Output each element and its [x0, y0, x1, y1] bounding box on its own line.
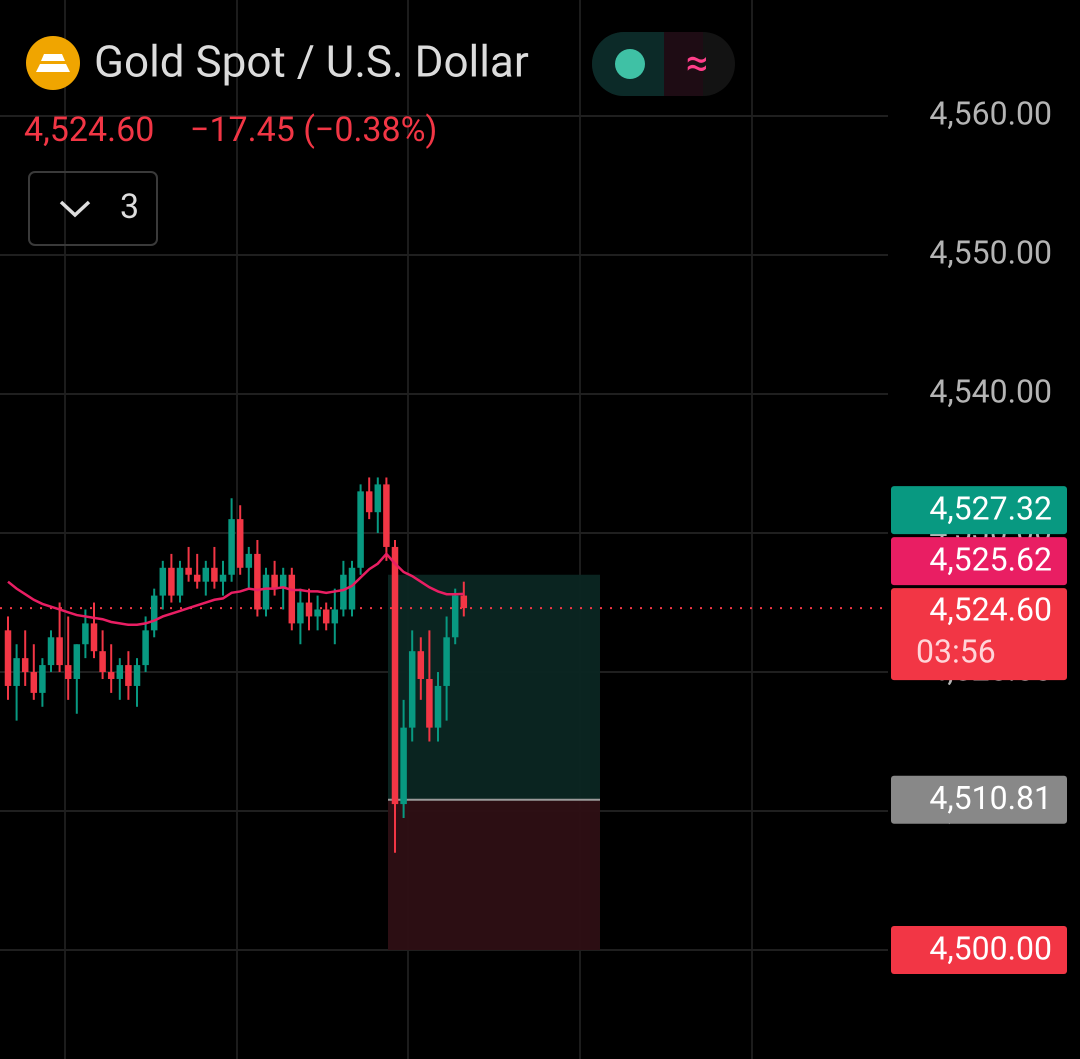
candle-body [357, 491, 364, 568]
candle-body [451, 595, 459, 638]
candle-body [21, 658, 29, 673]
candle-body [245, 553, 253, 568]
candle-body [262, 574, 270, 610]
candle-body [185, 567, 192, 575]
candle-body [107, 672, 115, 679]
last-price-badge [891, 588, 1067, 681]
candle-body [331, 609, 339, 624]
y-tick-label: 4,560.00 [929, 95, 1052, 133]
candle-body [30, 672, 38, 693]
ema-line [7, 552, 464, 627]
last-price: 4,524.60 [24, 110, 154, 150]
candle-body [99, 651, 106, 673]
candle-body [365, 491, 373, 513]
title: Gold Spot / U.S. Dollar [94, 36, 529, 88]
change: −17.45 (−0.38%) [190, 110, 437, 150]
price-badge [891, 537, 1067, 586]
candle-body [150, 595, 158, 631]
candle-body [254, 553, 261, 610]
candle-body [82, 623, 89, 645]
candle-body [4, 630, 12, 686]
candle-body [417, 651, 425, 679]
candle-body [133, 665, 141, 686]
profit-zone [388, 574, 600, 800]
price-badge-label: 4,510.81 [929, 779, 1052, 817]
candle-body [159, 567, 167, 596]
candle-body [142, 630, 149, 666]
candle-body [56, 637, 63, 666]
candle-body [39, 665, 46, 693]
candle-body [408, 651, 416, 728]
loss-zone [388, 799, 600, 951]
candle-body [443, 637, 450, 686]
price-badge [891, 486, 1067, 535]
price-badge-label: 4,525.62 [929, 541, 1052, 579]
candle-body [348, 567, 356, 610]
gold-bars [36, 54, 70, 72]
price-badge-label: 4,500.00 [929, 929, 1052, 967]
candle-body [211, 567, 218, 582]
candle-body [125, 665, 132, 686]
approx-icon: ≈ [686, 40, 709, 87]
chevron [59, 200, 91, 218]
overlay: Gold Spot / U.S. Dollar ≈ 4,524.60 −17.4… [24, 32, 735, 246]
price-badge [891, 926, 1067, 975]
candle-body [116, 665, 124, 679]
candle-body [236, 519, 244, 568]
status-dot [615, 49, 645, 79]
candle-body [219, 574, 227, 582]
indicators-button[interactable] [28, 171, 158, 246]
candle-body [340, 574, 347, 610]
candle-body [279, 574, 287, 589]
y-tick-label: 4,540.00 [929, 373, 1052, 411]
candle-body [460, 595, 468, 609]
price-badge-label: 4,527.32 [929, 490, 1052, 528]
candle-body [400, 727, 407, 805]
candle-body [73, 644, 81, 679]
candle-body [314, 609, 321, 617]
candle-body [271, 574, 278, 589]
candle-body [374, 484, 382, 513]
gold-icon [26, 36, 80, 90]
candle-body [391, 546, 399, 805]
candle-body [434, 685, 442, 728]
candle-body [322, 609, 330, 624]
candle-body [228, 519, 235, 575]
candle-body [288, 574, 296, 624]
candle-body [47, 637, 55, 666]
indicator-count: 3 [120, 187, 139, 227]
candle-body [193, 574, 201, 582]
candle-body [64, 665, 72, 679]
last-price-badge-label: 4,524.60 [929, 591, 1052, 629]
price-badge [891, 775, 1067, 824]
candle-body [383, 484, 390, 547]
candle-body [202, 567, 210, 582]
toggle-right[interactable] [664, 32, 703, 96]
candle-body [90, 623, 98, 652]
candle-body [297, 602, 304, 624]
candle-body [426, 678, 433, 728]
candle-body [176, 567, 184, 596]
candle-body [13, 658, 20, 686]
candle-body [305, 602, 313, 617]
candle-body [168, 567, 175, 596]
y-tick-label: 4,550.00 [929, 234, 1052, 272]
plot: 4,560.004,550.004,540.004,530.004,520.00… [0, 95, 1067, 975]
countdown: 03:56 [916, 633, 996, 671]
